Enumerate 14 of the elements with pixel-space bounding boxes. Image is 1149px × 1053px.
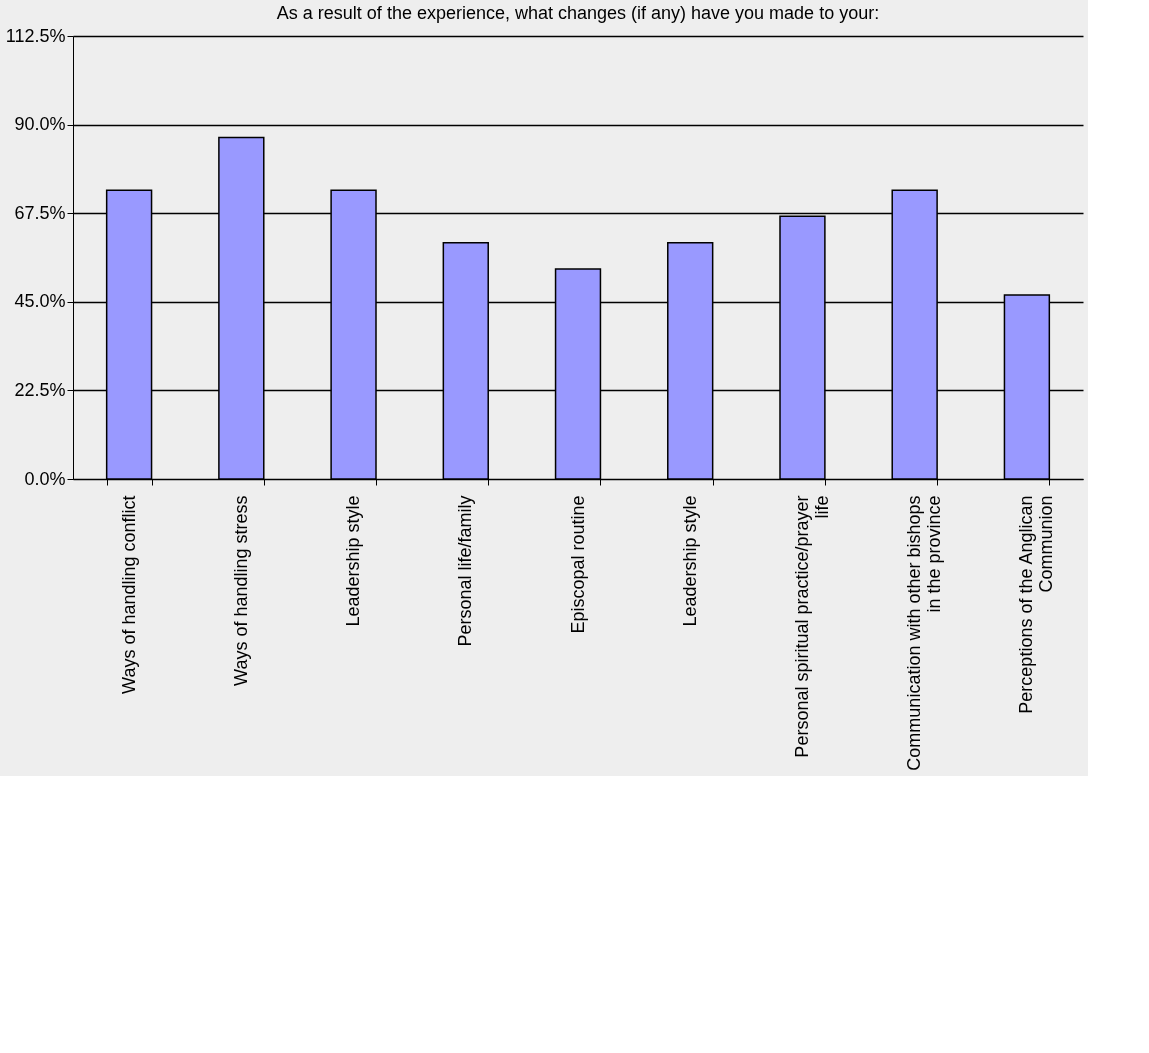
y-tick-label: 112.5% <box>5 25 66 46</box>
y-tick-label: 90.0% <box>14 114 66 135</box>
y-tick-label: 22.5% <box>14 379 66 400</box>
y-tick-label: 67.5% <box>14 202 66 223</box>
x-tick-label: Leadership style <box>343 495 364 627</box>
x-tick-label: Personal life/family <box>455 495 476 647</box>
x-tick-label: Ways of handling conflict <box>118 495 139 694</box>
x-tick-label: Leadership style <box>679 495 700 627</box>
chart-title: As a result of the experience, what changes (if any) have you made to your: <box>276 3 880 23</box>
y-tick-label: 45.0% <box>14 291 66 312</box>
y-tick-label: 0.0% <box>24 468 66 489</box>
x-tick-label: Ways of handling stress <box>230 495 251 686</box>
x-tick-label: Personal spiritual practice/prayer life <box>791 495 832 758</box>
x-tick-label: Episcopal routine <box>567 495 588 634</box>
